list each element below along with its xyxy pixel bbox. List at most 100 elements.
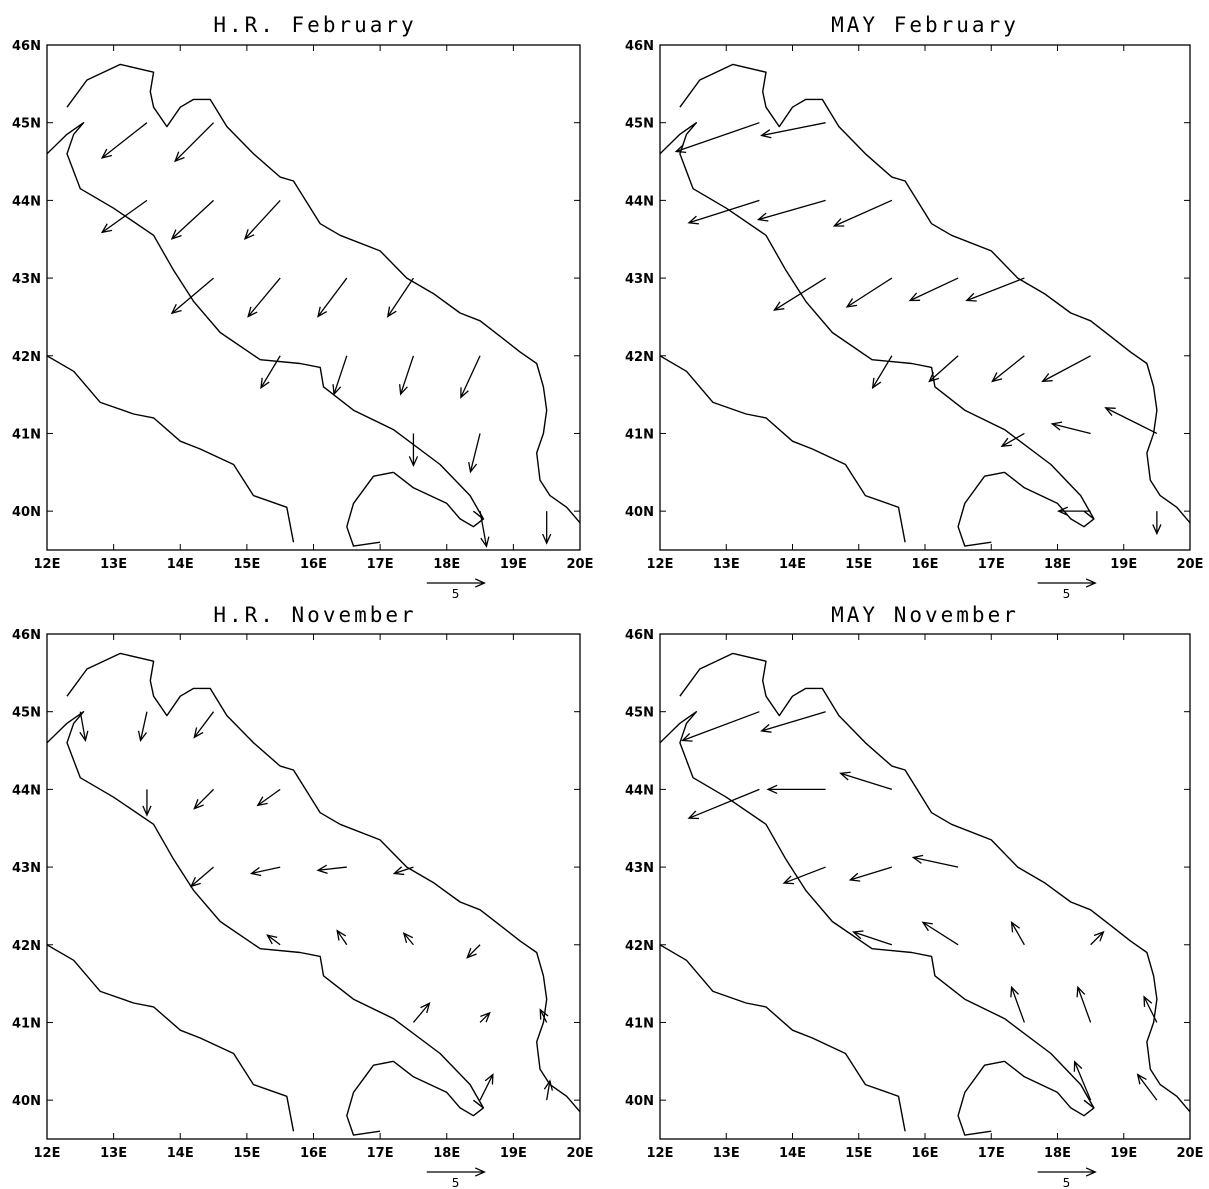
current-vector-arrow xyxy=(193,788,215,810)
x-tick-label: 18E xyxy=(1044,1146,1071,1161)
coastline-italy-adriatic xyxy=(660,711,1095,1109)
map-panel-1: H.R. February 12E 13E 14E 15E 16E 17E 18E 19E 20E… xyxy=(12,13,593,601)
current-vector-arrow xyxy=(687,788,760,820)
y-tick-label: 42N xyxy=(625,350,654,365)
coastline-gulf-taranto-east xyxy=(392,471,484,528)
current-vector-arrow xyxy=(928,355,959,383)
x-tick-label: 16E xyxy=(912,557,939,572)
current-vector-arrow xyxy=(247,277,281,318)
reference-vector-arrow xyxy=(426,1167,486,1177)
current-vector-arrow xyxy=(317,277,348,318)
current-vector-arrow xyxy=(832,199,893,227)
coastline-gulf-taranto-east xyxy=(1004,1060,1095,1117)
x-tick-label: 19E xyxy=(500,1146,527,1161)
x-tick-label: 15E xyxy=(233,557,260,572)
current-vectors xyxy=(681,711,1158,1101)
x-tick-label: 14E xyxy=(779,1146,806,1161)
reference-vector-arrow xyxy=(1037,578,1097,588)
y-tick-label: 43N xyxy=(12,272,41,287)
x-tick-label: 12E xyxy=(34,1146,61,1161)
y-tick-label: 44N xyxy=(12,783,41,798)
current-vector-arrow xyxy=(1010,985,1025,1023)
map-frame xyxy=(659,44,1191,551)
current-vector-arrow xyxy=(189,866,214,888)
coastline-italy-tyrrhenian xyxy=(47,355,295,543)
current-vector-arrow xyxy=(991,355,1025,383)
current-vector-arrow xyxy=(911,854,959,868)
y-tick-label: 45N xyxy=(12,117,41,132)
current-vector-arrow xyxy=(908,277,959,302)
current-vector-arrow xyxy=(1152,511,1162,536)
current-vector-arrow xyxy=(1010,920,1025,946)
y-tick-label: 41N xyxy=(12,1016,41,1031)
current-vector-arrow xyxy=(965,277,1025,302)
coastline-italy-adriatic xyxy=(660,122,1095,520)
panel-title: H.R. February xyxy=(213,13,416,37)
current-vector-arrow xyxy=(460,355,481,399)
current-vector-arrow xyxy=(249,866,281,877)
current-vector-arrow xyxy=(871,355,893,390)
y-tick-label: 46N xyxy=(12,628,41,643)
current-vector-arrow xyxy=(479,1011,491,1023)
coastline-balkan xyxy=(679,652,1190,1113)
current-vector-arrow xyxy=(674,122,760,154)
coastlines xyxy=(47,652,580,1136)
x-tick-label: 17E xyxy=(367,557,394,572)
current-vector-arrow xyxy=(681,711,760,742)
current-vector-arrow xyxy=(402,932,414,946)
coastline-italy-adriatic xyxy=(47,711,485,1109)
x-tick-label: 17E xyxy=(978,557,1005,572)
y-tick-label: 44N xyxy=(625,783,654,798)
map-frame xyxy=(46,44,581,551)
current-vector-arrow xyxy=(766,784,826,795)
coastline-balkan xyxy=(66,652,580,1113)
current-vector-arrow xyxy=(260,355,281,390)
current-vector-arrow xyxy=(845,277,893,308)
x-tick-label: 19E xyxy=(500,557,527,572)
x-tick-label: 18E xyxy=(433,1146,460,1161)
current-vector-arrow xyxy=(392,866,414,876)
x-tick-label: 15E xyxy=(845,557,872,572)
current-vector-arrow xyxy=(243,199,281,240)
y-tick-label: 41N xyxy=(625,1016,654,1031)
current-vector-arrow xyxy=(760,711,826,733)
current-vectors xyxy=(79,711,554,1101)
panel-title: MAY February xyxy=(831,13,1019,37)
x-tick-label: 17E xyxy=(367,1146,394,1161)
coastline-gulf-taranto xyxy=(957,1060,1005,1136)
current-vector-arrow xyxy=(170,277,214,315)
current-vector-arrow xyxy=(839,771,893,791)
reference-vector-label: 5 xyxy=(1063,1176,1071,1189)
current-vector-arrow xyxy=(921,921,959,946)
current-vector-arrow xyxy=(1076,985,1092,1023)
current-vectors xyxy=(674,122,1162,536)
y-tick-label: 42N xyxy=(625,939,654,954)
y-tick-label: 40N xyxy=(625,1094,654,1109)
current-vector-arrow xyxy=(466,944,481,959)
y-tick-label: 45N xyxy=(625,117,654,132)
x-tick-label: 20E xyxy=(1177,1146,1204,1161)
y-tick-label: 43N xyxy=(625,861,654,876)
current-vector-arrow xyxy=(1143,995,1158,1023)
current-vector-arrow xyxy=(1041,355,1091,383)
current-vector-arrow xyxy=(687,199,760,225)
current-vector-arrow xyxy=(1073,1060,1092,1101)
x-tick-label: 12E xyxy=(34,557,61,572)
current-vector-arrow xyxy=(193,711,215,739)
y-tick-label: 43N xyxy=(12,861,41,876)
reference-vector-label: 5 xyxy=(1063,587,1071,601)
y-tick-label: 42N xyxy=(12,350,41,365)
x-tick-label: 12E xyxy=(647,557,674,572)
current-vector-arrow xyxy=(782,866,826,885)
x-tick-label: 18E xyxy=(433,557,460,572)
current-vector-arrow xyxy=(760,122,826,139)
current-vector-arrow xyxy=(137,711,148,743)
y-tick-label: 46N xyxy=(12,39,41,54)
current-vector-arrow xyxy=(399,355,415,396)
coastlines xyxy=(47,63,580,547)
current-vector-arrow xyxy=(408,433,419,468)
current-vector-arrow xyxy=(479,511,490,548)
x-tick-label: 16E xyxy=(300,1146,327,1161)
map-panel-3: H.R. November 12E 13E 14E 15E 16E 17E 18E 19E 20E… xyxy=(12,603,593,1189)
x-tick-label: 16E xyxy=(300,557,327,572)
